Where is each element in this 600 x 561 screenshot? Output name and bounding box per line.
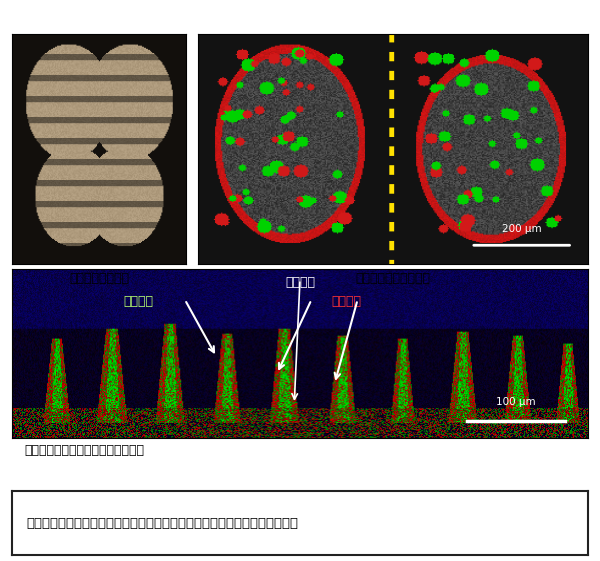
- Text: 咽頭歯骨: 咽頭歯骨: [285, 276, 315, 289]
- Text: 右上図の点線における組織切片像。: 右上図の点線における組織切片像。: [24, 444, 144, 457]
- Text: 200 μm: 200 μm: [502, 224, 542, 234]
- Text: 上顎咽頭歯骨の蛍光像: 上顎咽頭歯骨の蛍光像: [355, 272, 431, 285]
- Text: 骨芽細胞: 骨芽細胞: [331, 295, 361, 307]
- Text: 破骨細胞: 破骨細胞: [124, 295, 154, 307]
- Text: 100 μm: 100 μm: [496, 397, 536, 407]
- Text: 歯を支える咽頭歯骨に多くの破骨細胞と造骨（骨芽）細胞が局在している。: 歯を支える咽頭歯骨に多くの破骨細胞と造骨（骨芽）細胞が局在している。: [26, 517, 298, 530]
- Text: 咽頭歯骨の全体像: 咽頭歯骨の全体像: [69, 272, 129, 285]
